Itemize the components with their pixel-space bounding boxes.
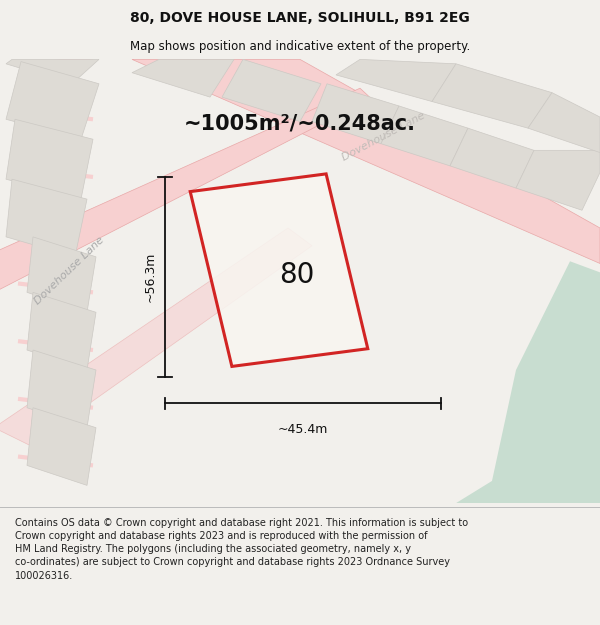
Polygon shape xyxy=(132,59,600,264)
Polygon shape xyxy=(190,174,368,366)
Polygon shape xyxy=(6,119,93,199)
Text: Contains OS data © Crown copyright and database right 2021. This information is : Contains OS data © Crown copyright and d… xyxy=(15,518,468,581)
Polygon shape xyxy=(0,228,312,446)
Text: 80, DOVE HOUSE LANE, SOLIHULL, B91 2EG: 80, DOVE HOUSE LANE, SOLIHULL, B91 2EG xyxy=(130,11,470,25)
Polygon shape xyxy=(222,59,321,121)
Text: Map shows position and indicative extent of the property.: Map shows position and indicative extent… xyxy=(130,40,470,52)
Polygon shape xyxy=(336,59,456,101)
Polygon shape xyxy=(456,261,600,503)
Polygon shape xyxy=(450,128,534,188)
Polygon shape xyxy=(132,59,234,97)
Polygon shape xyxy=(312,84,399,144)
Polygon shape xyxy=(432,64,552,128)
Polygon shape xyxy=(27,237,96,312)
Text: Dovehouse Lane: Dovehouse Lane xyxy=(32,234,106,306)
Text: ~56.3m: ~56.3m xyxy=(143,252,157,302)
Text: 80: 80 xyxy=(280,261,314,289)
Polygon shape xyxy=(516,151,600,210)
Text: Dovehouse Lane: Dovehouse Lane xyxy=(341,111,427,163)
Polygon shape xyxy=(6,62,99,139)
Text: ~45.4m: ~45.4m xyxy=(278,423,328,436)
Text: ~1005m²/~0.248ac.: ~1005m²/~0.248ac. xyxy=(184,114,416,134)
Polygon shape xyxy=(6,59,99,84)
Polygon shape xyxy=(27,350,96,428)
Polygon shape xyxy=(27,292,96,370)
Polygon shape xyxy=(528,92,600,152)
Polygon shape xyxy=(27,408,96,486)
Polygon shape xyxy=(6,179,87,257)
Polygon shape xyxy=(381,106,468,166)
Polygon shape xyxy=(0,88,372,293)
